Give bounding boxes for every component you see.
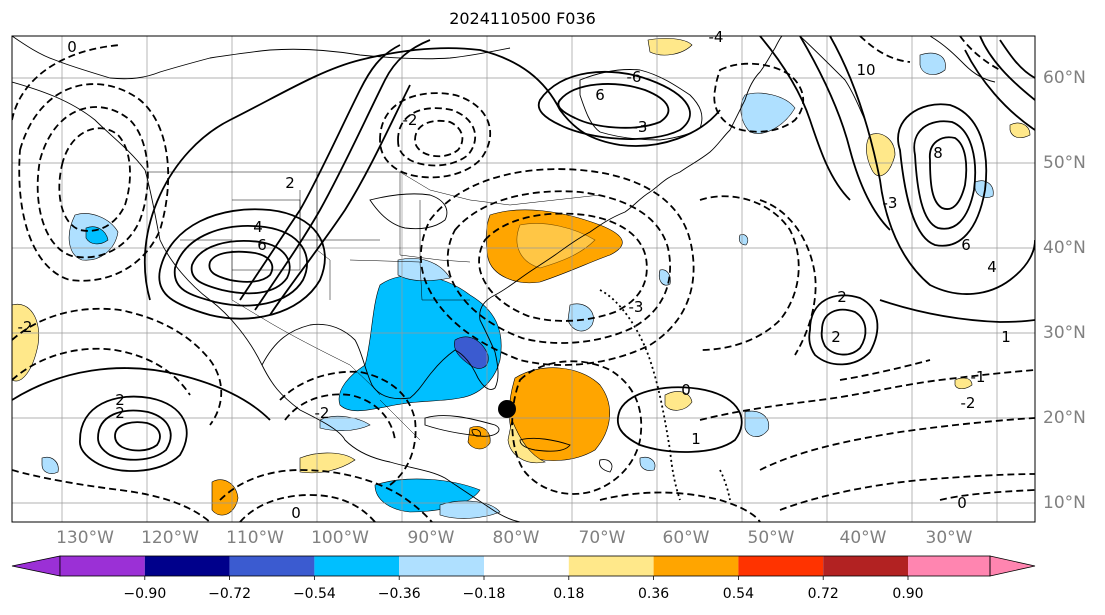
storm-center-marker [498, 400, 516, 418]
longitude-label: 60°W [662, 528, 710, 548]
contour-label: -6 [627, 68, 642, 86]
colorbar-tick-label: −0.72 [208, 586, 252, 602]
map-panel [12, 36, 1035, 522]
latitude-label: 60°N [1043, 68, 1086, 88]
colorbar [11, 555, 1036, 580]
colorbar-tick-label: 0.72 [807, 586, 839, 602]
colorbar-tick-label: −0.90 [123, 586, 167, 602]
contour-label: 2 [837, 288, 847, 306]
colorbar-segment [314, 556, 400, 576]
contour-label: 0 [67, 38, 77, 56]
colorbar-segment [653, 556, 739, 576]
contour-label: 6 [961, 236, 971, 254]
contour-label: -3 [633, 118, 648, 136]
contour-label: 10 [856, 61, 875, 79]
dotted-contours [599, 289, 731, 501]
longitude-label: 80°W [492, 528, 540, 548]
contour-label-group: 0 2 4 6 6 8 10 -2 -3 -4 -6 2 2 2 -2 -3 -… [18, 28, 1011, 522]
colorbar-segment [60, 556, 145, 576]
colorbar-tick-label: 0.54 [722, 586, 754, 602]
contour-label: 0 [681, 381, 691, 399]
contour-label: 6 [257, 236, 267, 254]
longitude-label: 120°W [141, 528, 199, 548]
contour-label: -2 [403, 111, 418, 129]
longitude-label: 100°W [311, 528, 369, 548]
contour-label: 4 [987, 258, 997, 276]
longitude-label: 30°W [925, 528, 973, 548]
colorbar-segment [908, 556, 990, 576]
map-title: 2024110500 F036 [449, 9, 596, 28]
longitude-label: 50°W [747, 528, 795, 548]
contour-label: 4 [253, 218, 263, 236]
contour-label: -1 [971, 368, 986, 386]
colorbar-tick-label: 0.18 [553, 586, 585, 602]
contour-label: 8 [933, 144, 943, 162]
map-frame [11, 35, 1036, 523]
longitude-label: 130°W [56, 528, 114, 548]
contour-label: 0 [957, 494, 967, 512]
contour-label: -2 [18, 318, 33, 336]
latitude-label: 20°N [1043, 408, 1086, 428]
colorbar-tick-label: 0.36 [638, 586, 670, 602]
colorbar-tick-label: −0.18 [462, 586, 506, 602]
colorbar-segment [823, 556, 908, 576]
colorbar-tick-label: −0.54 [292, 586, 336, 602]
colorbar-segment [229, 556, 315, 576]
longitude-label: 70°W [578, 528, 626, 548]
dashed-contours [12, 36, 1035, 522]
contour-label: 2 [115, 391, 125, 409]
contour-label: 6 [595, 86, 605, 104]
colorbar-segment [738, 556, 824, 576]
colorbar-segment [399, 556, 484, 576]
contour-label: -2 [961, 394, 976, 412]
colorbar-tick-label: 0.90 [892, 586, 924, 602]
longitude-label: 110°W [226, 528, 284, 548]
longitude-label: 40°W [839, 528, 887, 548]
colorbar-low-extension [11, 555, 61, 577]
colorbar-segment [484, 556, 569, 576]
latitude-label: 40°N [1043, 238, 1086, 258]
contour-label: 0 [291, 504, 301, 522]
longitude-label: 90°W [407, 528, 455, 548]
contour-label: 2 [115, 404, 125, 422]
colorbar-tick-label: −0.36 [377, 586, 421, 602]
contour-label: -3 [629, 298, 644, 316]
anomaly-shading [12, 38, 1031, 519]
contour-label: -3 [883, 194, 898, 212]
contour-label: -4 [709, 28, 724, 46]
colorbar-segment [568, 556, 654, 576]
contour-label: 1 [1001, 328, 1011, 346]
colorbar-segment [144, 556, 230, 576]
colorbar-high-extension [989, 555, 1036, 577]
contour-label: 1 [691, 430, 701, 448]
latitude-label: 30°N [1043, 323, 1086, 343]
coastlines [12, 36, 996, 522]
latitude-label: 10°N [1043, 493, 1086, 513]
contour-label: 2 [285, 174, 295, 192]
solid-contours [12, 36, 1035, 472]
contour-label: -2 [315, 404, 330, 422]
contour-label: 2 [831, 328, 841, 346]
latitude-label: 50°N [1043, 153, 1086, 173]
